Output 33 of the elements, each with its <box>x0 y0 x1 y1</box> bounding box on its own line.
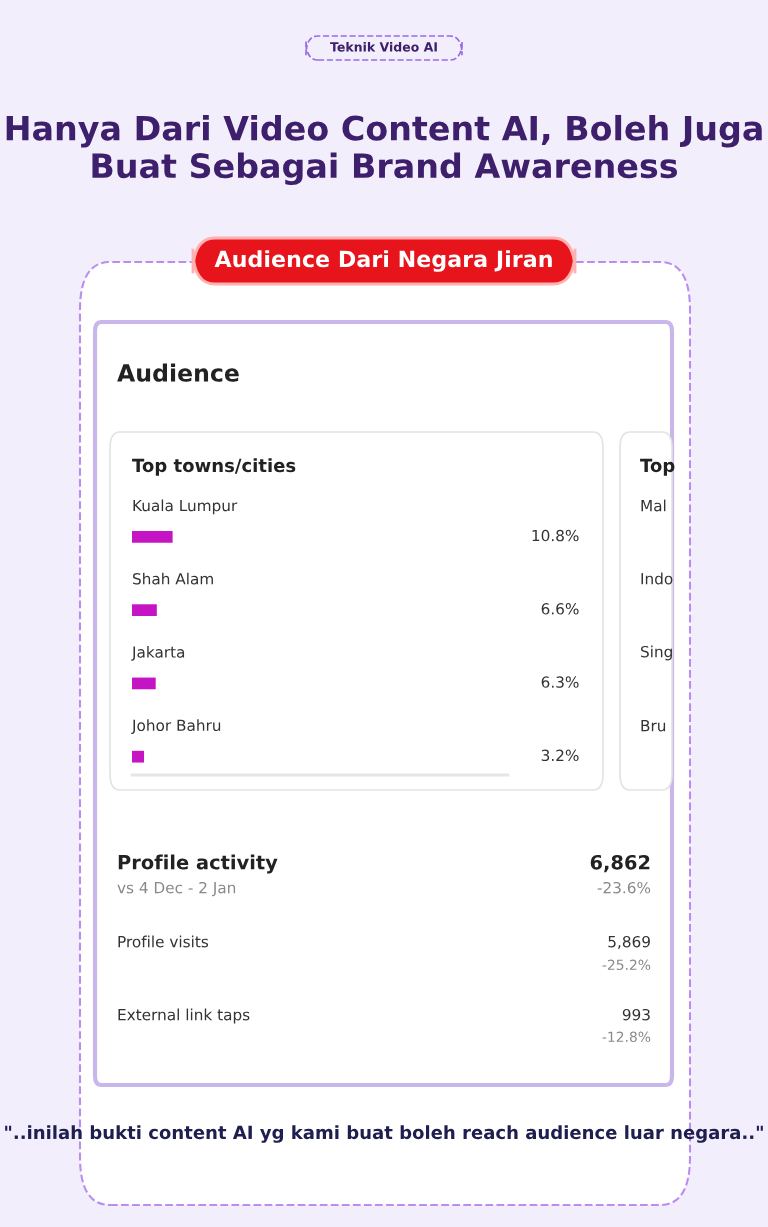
text: External link taps <box>118 1008 250 1024</box>
text: 6,862 <box>590 854 650 873</box>
data-label: 3.2% <box>541 749 579 762</box>
y-tick-label: Johor Bahru <box>131 719 221 734</box>
data-label: 6.6% <box>541 603 579 615</box>
data-label: 6.3% <box>541 676 579 688</box>
text: -12.8% <box>602 1031 651 1043</box>
data-label: 10.8% <box>532 529 579 542</box>
chart-subtitle: Audience Dari Negara Jiran <box>214 250 552 272</box>
bar <box>132 677 156 690</box>
y-tick-label: Shah Alam <box>133 572 213 585</box>
text: 5,869 <box>608 935 650 949</box>
text: -23.6% <box>597 881 651 894</box>
y-tick-label: Kuala Lumpur <box>133 499 238 515</box>
text: Profile visits <box>118 935 209 948</box>
text: Top <box>640 458 675 476</box>
text: Teknik Video AI <box>330 41 437 52</box>
bar <box>132 604 157 617</box>
text: Sing <box>641 645 672 661</box>
y-tick-label: Jakarta <box>131 645 185 661</box>
text: Profile activity <box>118 854 278 874</box>
bar <box>132 531 173 543</box>
text: Indo <box>641 572 673 585</box>
text: Mal <box>641 499 666 512</box>
text: Audience <box>117 363 239 382</box>
text: vs 4 Dec - 2 Jan <box>117 881 236 897</box>
text: 993 <box>622 1008 650 1021</box>
bar <box>132 750 145 763</box>
chart-title: Hanya Dari Video Content AI, Boleh Juga Buat Sebagai Brand Awareness <box>6 114 762 186</box>
annotation: Top towns/cities <box>132 458 296 476</box>
text: -25.2% <box>602 959 651 971</box>
text: "..inilah bukti content AI yg kami buat boleh reach audience luar negara.." <box>5 1125 763 1143</box>
text: Bru <box>641 720 666 732</box>
